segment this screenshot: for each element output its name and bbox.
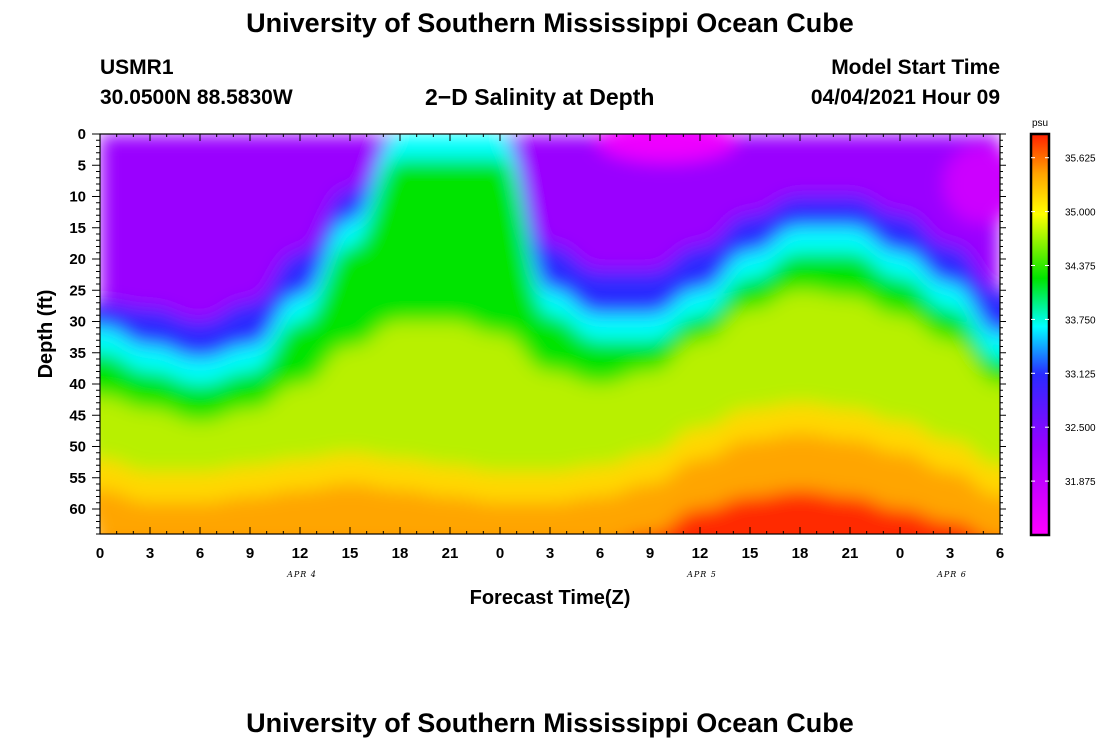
model-start-value: 04/04/2021 Hour 09: [810, 86, 1000, 109]
salinity-field: [100, 134, 1000, 534]
y-tick-label: 15: [69, 220, 86, 237]
y-tick-label: 45: [69, 407, 86, 424]
y-tick-label: 35: [69, 345, 86, 362]
x-tick-label: 3: [946, 545, 954, 562]
x-date-label: APR 6: [936, 570, 967, 579]
x-tick-label: 21: [842, 545, 859, 562]
y-tick-label: 20: [69, 251, 86, 268]
x-tick-label: 9: [646, 545, 654, 562]
surface-fresh-patch: [596, 134, 737, 163]
colorbar: psu 35.625 35.000 34.375 33.750 33.125 32.500 3…: [1029, 118, 1096, 537]
colorbar-label: 33.750: [1065, 315, 1096, 326]
y-tick-label: 5: [78, 157, 86, 174]
page-title: University of Southern Mississippi Ocean…: [246, 8, 854, 38]
x-tick-label: 18: [392, 545, 409, 562]
x-tick-label: 3: [546, 545, 554, 562]
surface-fresh-patch-2: [943, 144, 1000, 224]
x-tick-label: 21: [442, 545, 459, 562]
model-start-label: Model Start Time: [831, 56, 1000, 79]
x-tick-label: 0: [496, 545, 504, 562]
x-date-label: APR 4: [286, 570, 317, 579]
station-coords: 30.0500N 88.5830W: [100, 86, 293, 109]
x-tick-label: 15: [742, 545, 759, 562]
y-tick-label: 40: [69, 376, 86, 393]
colorbar-label: 31.875: [1065, 477, 1096, 488]
y-tick-label: 50: [69, 439, 86, 456]
x-tick-label: 9: [246, 545, 254, 562]
y-axis-label: Depth (ft): [35, 290, 57, 379]
y-tick-label: 30: [69, 314, 86, 331]
x-tick-label: 6: [596, 545, 604, 562]
colorbar-label: 33.125: [1065, 369, 1096, 380]
x-tick-label: 18: [792, 545, 809, 562]
colorbar-label: 32.500: [1065, 423, 1096, 434]
y-tick-label: 10: [69, 189, 86, 206]
x-tick-label: 6: [196, 545, 204, 562]
x-tick-label: 15: [342, 545, 359, 562]
x-axis-label: Forecast Time(Z): [470, 587, 631, 609]
colorbar-label: 35.000: [1065, 208, 1096, 219]
layer-358: [650, 490, 980, 534]
colorbar-unit: psu: [1032, 118, 1048, 129]
x-tick-label: 3: [146, 545, 154, 562]
colorbar-label: 35.625: [1065, 154, 1096, 165]
y-tick-label: 60: [69, 501, 86, 518]
colorbar-label: 34.375: [1065, 262, 1096, 273]
x-date-label: APR 5: [686, 570, 717, 579]
x-tick-label: 12: [292, 545, 309, 562]
station-id: USMR1: [100, 56, 174, 79]
colorbar-ramp: [1029, 132, 1051, 537]
plot-title: 2−D Salinity at Depth: [425, 84, 655, 110]
y-tick-label: 25: [69, 282, 86, 299]
x-tick-label: 12: [692, 545, 709, 562]
x-tick-label: 0: [96, 545, 104, 562]
x-tick-label: 0: [896, 545, 904, 562]
y-tick-label: 55: [69, 470, 86, 487]
footer-title: University of Southern Mississippi Ocean…: [246, 708, 854, 738]
axes: 0 3 6 9 12 15 18 21 0 3 6 9 12 15 18 21 0 3 6 APR 4 APR 5 APR…: [35, 126, 1006, 609]
y-tick-label: 0: [78, 126, 86, 143]
x-tick-label: 6: [996, 545, 1004, 562]
